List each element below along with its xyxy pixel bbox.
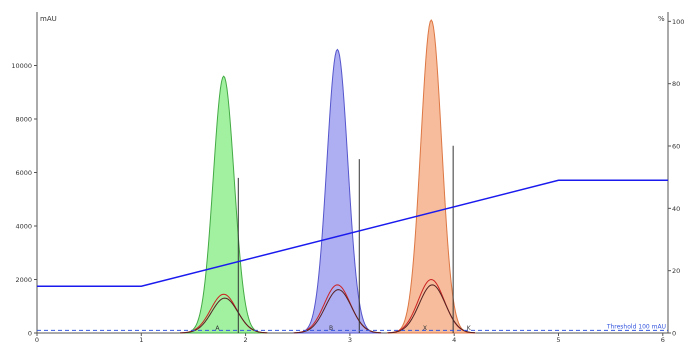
y-left-tick-label: 8000 (15, 116, 32, 124)
y-right-tick-label: 100 (672, 18, 684, 26)
y-right-tick-label: 0 (672, 330, 676, 338)
peak-1 (293, 48, 382, 334)
peak-0 (179, 75, 269, 334)
x-tick-label: 4 (452, 336, 456, 343)
x-tick-label: 1 (139, 336, 143, 343)
y-right-tick-label: 60 (672, 143, 680, 151)
threshold-label: Threshold 100 mAU (606, 323, 666, 330)
y-right-unit: % (658, 15, 665, 23)
y-left-tick-label: 2000 (15, 276, 32, 284)
x-tick-label: 5 (556, 336, 560, 343)
peak-subtrace-1 (293, 289, 382, 334)
y-left-tick-label: 0 (28, 330, 32, 338)
x-tick-label: 3 (348, 336, 352, 343)
fraction-label-extra-0: K (467, 325, 472, 332)
y-left-tick-label: 10000 (11, 62, 32, 70)
x-tick-label: 6 (661, 336, 665, 343)
y-left-unit: mAU (40, 15, 57, 23)
gradient-line (37, 179, 668, 288)
x-tick-label: 0 (35, 336, 39, 343)
y-left-tick-label: 4000 (15, 223, 32, 231)
y-right-tick-label: 20 (672, 267, 680, 275)
y-left-tick-label: 6000 (15, 169, 32, 177)
y-right-tick-label: 40 (672, 205, 680, 213)
peak-subtrace-2 (387, 284, 476, 334)
x-tick-label: 2 (244, 336, 248, 343)
fraction-label-1: B (329, 325, 333, 332)
y-right-tick-label: 80 (672, 80, 680, 88)
fraction-label-0: A (215, 325, 220, 332)
peak-2 (386, 19, 476, 334)
fraction-label-2: X (423, 325, 427, 332)
